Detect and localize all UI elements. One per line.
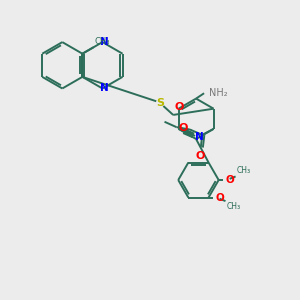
Text: CH₃: CH₃	[227, 202, 241, 211]
Text: CH₃: CH₃	[237, 166, 251, 175]
Text: O: O	[175, 102, 184, 112]
Text: O: O	[215, 193, 224, 202]
Text: O: O	[196, 151, 205, 161]
Text: NH₂: NH₂	[208, 88, 227, 98]
Text: N: N	[100, 83, 108, 94]
Text: O: O	[225, 175, 234, 185]
Text: N: N	[100, 37, 108, 47]
Text: N: N	[195, 132, 204, 142]
Text: CH₃: CH₃	[95, 37, 110, 46]
Text: C: C	[185, 129, 192, 138]
Text: S: S	[156, 98, 164, 108]
Text: O: O	[178, 123, 188, 133]
